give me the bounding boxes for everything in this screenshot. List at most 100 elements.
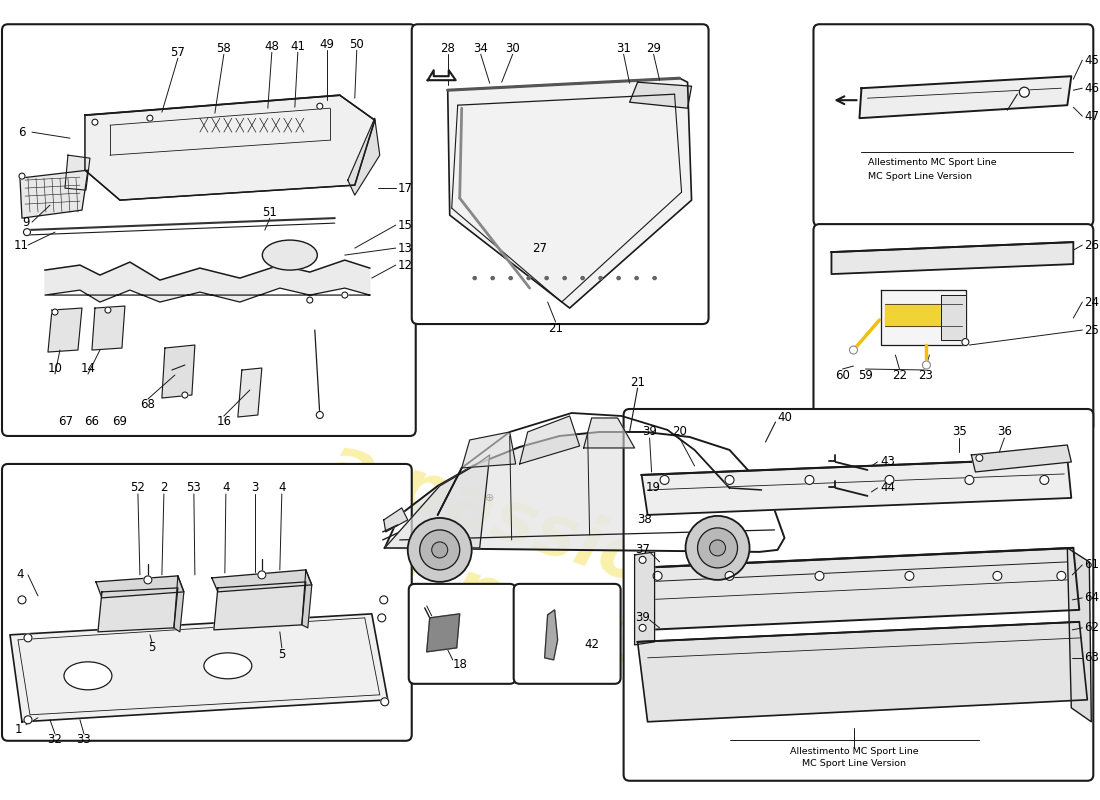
FancyBboxPatch shape	[514, 584, 620, 684]
Text: 47: 47	[1085, 110, 1099, 122]
Text: 59: 59	[858, 369, 873, 382]
Text: 48: 48	[264, 40, 279, 53]
Polygon shape	[85, 95, 375, 200]
Polygon shape	[10, 614, 388, 722]
Text: 41: 41	[290, 40, 306, 53]
Text: 39: 39	[642, 426, 657, 438]
Text: 17: 17	[398, 182, 412, 194]
Circle shape	[1057, 571, 1066, 580]
Text: 5: 5	[148, 642, 155, 654]
Text: 20: 20	[672, 426, 688, 438]
Text: 37: 37	[636, 543, 650, 557]
Text: 67: 67	[58, 415, 74, 429]
Text: 29: 29	[646, 42, 661, 54]
Text: 35: 35	[952, 426, 967, 438]
Circle shape	[509, 277, 513, 279]
Circle shape	[473, 277, 476, 279]
Circle shape	[805, 475, 814, 485]
Polygon shape	[462, 432, 516, 468]
Text: 16: 16	[217, 415, 231, 429]
Circle shape	[342, 292, 348, 298]
Circle shape	[420, 530, 460, 570]
Polygon shape	[20, 170, 88, 218]
Circle shape	[725, 475, 734, 485]
Polygon shape	[1067, 548, 1091, 722]
Text: Allestimento MC Sport Line: Allestimento MC Sport Line	[790, 747, 918, 756]
Text: MC Sport Line Version: MC Sport Line Version	[803, 759, 906, 768]
Polygon shape	[519, 416, 580, 464]
Text: 49: 49	[319, 38, 334, 50]
Text: 4: 4	[222, 482, 230, 494]
Polygon shape	[385, 455, 490, 548]
FancyBboxPatch shape	[814, 224, 1093, 432]
Circle shape	[639, 624, 646, 631]
Text: 23: 23	[918, 369, 933, 382]
Circle shape	[182, 392, 188, 398]
Circle shape	[653, 571, 662, 580]
Text: 44: 44	[880, 482, 895, 494]
Text: 10: 10	[47, 362, 63, 374]
Text: 40: 40	[778, 411, 792, 425]
FancyBboxPatch shape	[624, 409, 1093, 781]
Text: 3: 3	[251, 482, 258, 494]
FancyBboxPatch shape	[2, 24, 416, 436]
Circle shape	[431, 542, 448, 558]
Circle shape	[307, 297, 312, 303]
Circle shape	[1020, 87, 1030, 97]
Polygon shape	[427, 614, 460, 652]
Text: 18: 18	[452, 658, 468, 671]
Ellipse shape	[64, 662, 112, 690]
FancyBboxPatch shape	[409, 584, 516, 684]
FancyBboxPatch shape	[814, 429, 1000, 533]
Circle shape	[660, 475, 669, 485]
Text: 21: 21	[630, 375, 645, 389]
Text: 46: 46	[1085, 82, 1099, 94]
Text: 30: 30	[505, 42, 520, 54]
Circle shape	[961, 338, 969, 346]
Text: 50: 50	[350, 38, 364, 50]
Text: Allestimento MC Sport Line: Allestimento MC Sport Line	[868, 158, 997, 166]
Polygon shape	[213, 582, 306, 630]
Text: 52: 52	[131, 482, 145, 494]
Circle shape	[408, 518, 472, 582]
Circle shape	[993, 571, 1002, 580]
Circle shape	[1040, 475, 1048, 485]
Polygon shape	[96, 576, 184, 598]
Text: 5: 5	[278, 648, 286, 662]
Circle shape	[815, 571, 824, 580]
Circle shape	[884, 475, 894, 485]
Circle shape	[52, 309, 58, 315]
Circle shape	[905, 571, 914, 580]
Text: 58: 58	[217, 42, 231, 54]
Circle shape	[379, 596, 388, 604]
Polygon shape	[162, 345, 195, 398]
Text: 53: 53	[187, 482, 201, 494]
Circle shape	[923, 361, 931, 369]
Polygon shape	[584, 418, 635, 448]
Polygon shape	[635, 552, 654, 645]
Circle shape	[527, 277, 530, 279]
Polygon shape	[448, 78, 692, 308]
Circle shape	[965, 475, 974, 485]
Circle shape	[492, 277, 494, 279]
FancyBboxPatch shape	[814, 24, 1093, 226]
Circle shape	[24, 716, 32, 724]
Text: 45: 45	[1085, 54, 1099, 66]
Circle shape	[546, 277, 548, 279]
Text: 57: 57	[170, 46, 185, 58]
Text: 42: 42	[584, 638, 600, 651]
Polygon shape	[385, 432, 784, 552]
Polygon shape	[348, 118, 380, 195]
Circle shape	[710, 540, 726, 556]
Polygon shape	[65, 155, 90, 190]
Text: 6: 6	[18, 126, 25, 138]
Ellipse shape	[204, 653, 252, 679]
Circle shape	[976, 454, 983, 462]
FancyBboxPatch shape	[411, 24, 708, 324]
Polygon shape	[92, 306, 125, 350]
Polygon shape	[212, 570, 311, 592]
Text: 4: 4	[16, 568, 23, 582]
Text: 28: 28	[440, 42, 455, 54]
Text: 62: 62	[1085, 622, 1099, 634]
Circle shape	[92, 119, 98, 125]
